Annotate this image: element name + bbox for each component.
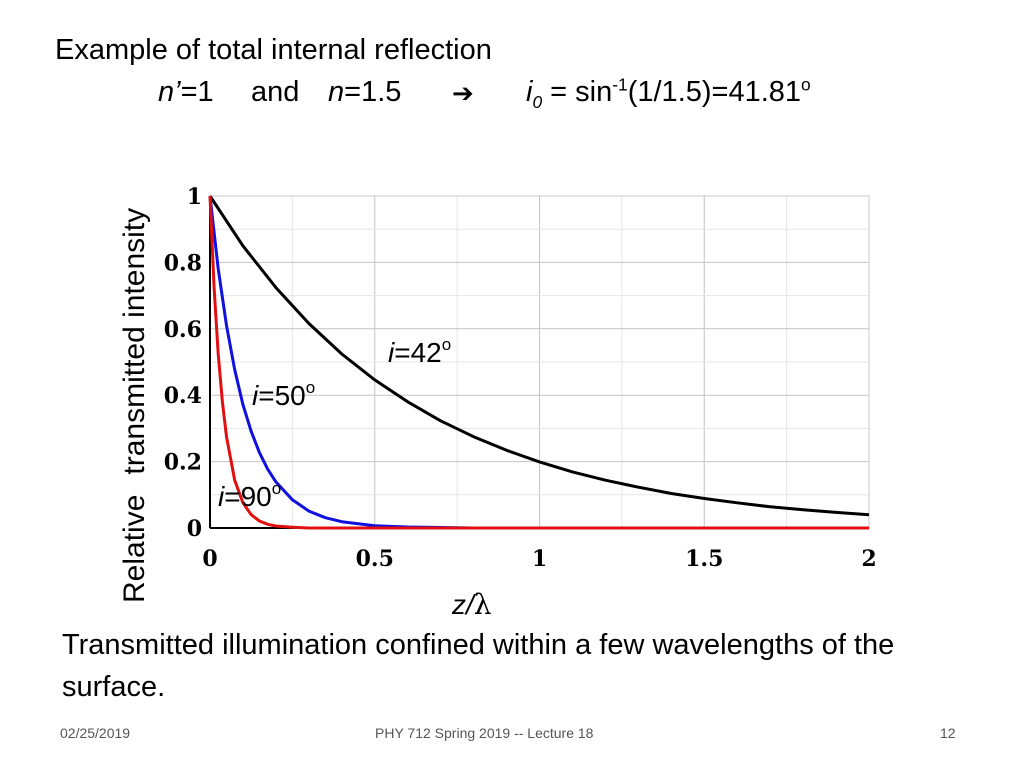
i0-subscript: 0 [532, 91, 543, 112]
degree-symbol: o [801, 74, 811, 95]
chart-grid [209, 195, 870, 529]
right-arrow-icon: ➔ [452, 78, 474, 108]
i0-equals-sin: = sin [542, 76, 613, 108]
y-tick-label: 0.4 [164, 383, 202, 409]
chart-ticks: 0 0.5 1 1.5 2 0 0.2 0.4 0.6 0.8 1 [164, 184, 877, 572]
slide-title: Example of total internal reflection [55, 34, 492, 66]
lambda-symbol: λ [473, 588, 492, 621]
x-tick-label: 1.5 [685, 546, 723, 572]
n-prime-expression: n’=1 [158, 76, 214, 109]
n-prime-value: =1 [180, 76, 214, 108]
n-variable: n [328, 76, 345, 108]
x-tick-label: 0.5 [356, 546, 394, 572]
x-tick-label: 2 [861, 546, 876, 572]
footer-course: PHY 712 Spring 2019 -- Lecture 18 [375, 725, 594, 741]
y-tick-label: 0.6 [164, 317, 202, 343]
critical-angle-expression: i0 = sin-1(1/1.5)=41.81o [526, 74, 811, 112]
i0-inverse-superscript: -1 [612, 74, 628, 95]
x-axis-label: z/λ [452, 588, 492, 621]
x-tick-label: 0 [202, 546, 217, 572]
y-tick-label: 0.8 [164, 250, 202, 276]
y-tick-label: 0.2 [164, 450, 202, 476]
n-prime-variable: n’ [158, 76, 181, 108]
series-label-90: i=90o [218, 479, 281, 512]
y-axis-label-part1: Relative [118, 494, 151, 603]
n-value: =1.5 [344, 76, 402, 108]
series-line-2 [208, 195, 869, 530]
footer-date: 02/25/2019 [60, 725, 131, 741]
series-line-0 [208, 195, 870, 517]
slide-caption: Transmitted illumination confined within… [62, 629, 895, 703]
footer-page-number: 12 [940, 725, 956, 741]
y-axis-label-part2: transmitted intensity [118, 207, 151, 475]
chart-series [208, 195, 870, 530]
x-tick-label: 1 [532, 546, 547, 572]
n-expression: n=1.5 [328, 76, 401, 109]
x-axis-variable: z/ [452, 589, 474, 620]
i0-value: (1/1.5)=41.81 [627, 76, 802, 108]
series-label-42: i=42o [388, 335, 451, 368]
y-tick-label: 1 [187, 184, 202, 210]
y-tick-label: 0 [187, 516, 202, 542]
i0-variable: i [526, 76, 533, 108]
and-word: and [251, 76, 300, 108]
series-label-50: i=50o [252, 378, 315, 411]
y-axis-label: Relative transmitted intensity [118, 188, 152, 603]
